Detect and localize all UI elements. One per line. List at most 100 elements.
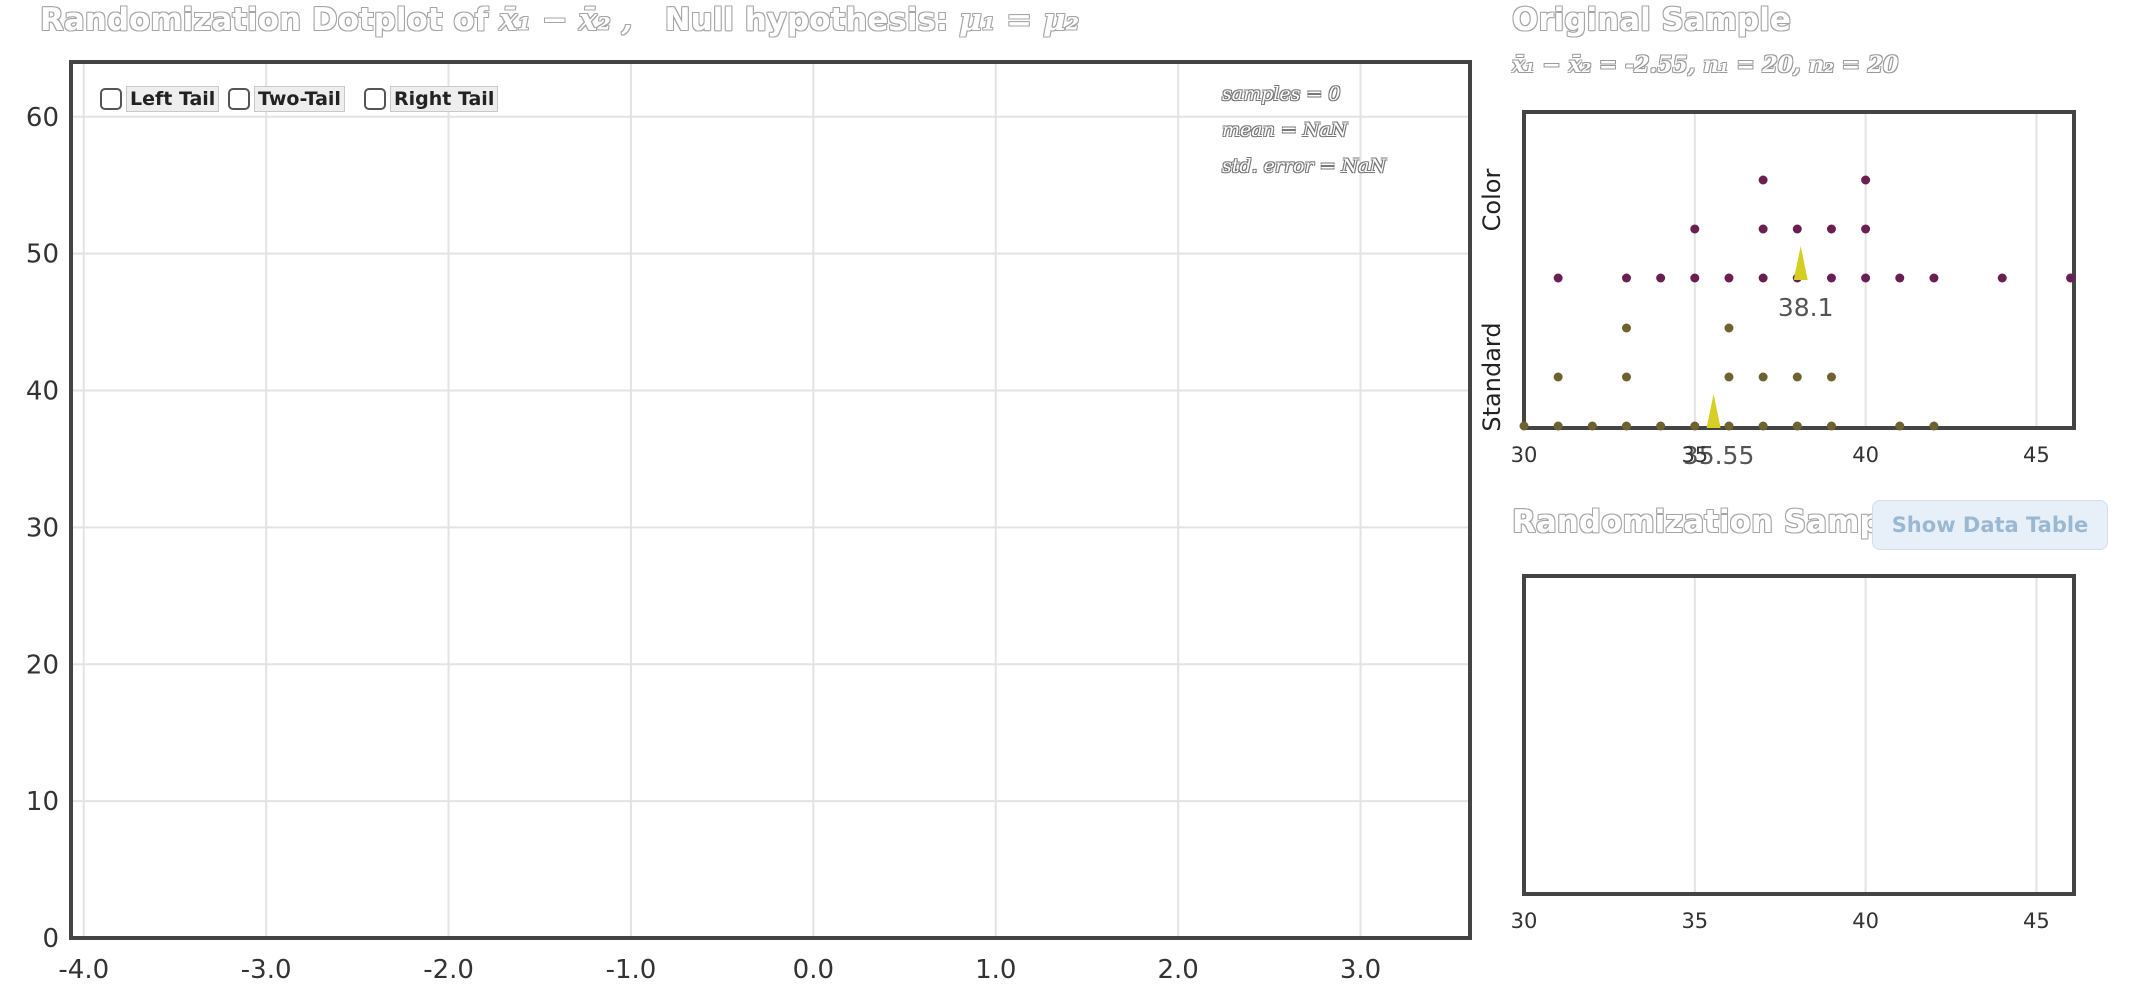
original-data-dot bbox=[1929, 421, 1939, 431]
original-grid bbox=[1523, 112, 2038, 428]
original-data-dot bbox=[1792, 421, 1802, 431]
two-tail-label[interactable]: Two-Tail bbox=[254, 86, 345, 112]
original-data-dot bbox=[2066, 273, 2076, 283]
main-x-tick-label: 0.0 bbox=[793, 955, 834, 985]
original-x-tick-label: 30 bbox=[1511, 443, 1538, 467]
main-y-tick-label: 10 bbox=[26, 787, 59, 817]
original-data-dot bbox=[1758, 421, 1768, 431]
mean-marker bbox=[1706, 394, 1721, 428]
original-data-dot bbox=[1621, 421, 1631, 431]
original-data-dot bbox=[1929, 273, 1939, 283]
group-label-standard: Standard bbox=[1478, 322, 1506, 431]
randomization-x-tick-label: 45 bbox=[2023, 909, 2050, 933]
original-mean-markers: 38.1 35.55 bbox=[1683, 246, 1834, 470]
left-tail-option[interactable]: Left Tail bbox=[100, 86, 220, 112]
stats-panel: samples = 0 mean = NaN std. error = NaN bbox=[1222, 76, 1386, 184]
original-data-dot bbox=[1895, 421, 1905, 431]
null-hypothesis-label: Null hypothesis: bbox=[664, 2, 949, 38]
original-x-tick-label: 35 bbox=[1681, 443, 1708, 467]
randomization-grid bbox=[1523, 576, 2038, 894]
original-data-dot bbox=[1895, 273, 1905, 283]
mean-label: 35.55 bbox=[1683, 441, 1755, 470]
original-data-dot bbox=[1861, 175, 1871, 185]
right-tail-option[interactable]: Right Tail bbox=[364, 86, 499, 112]
main-grid bbox=[71, 62, 1470, 938]
main-x-tick-label: -3.0 bbox=[241, 955, 292, 985]
main-title-stat: x̄₁ − x̄₂ , bbox=[499, 2, 633, 38]
main-x-tick-label: -4.0 bbox=[58, 955, 109, 985]
randomization-sample-dotplot: 30 35 40 45 bbox=[1511, 574, 2076, 933]
original-sample-dotplot: Color Standard 38.1 35.55 30 35 40 45 bbox=[1478, 110, 2076, 470]
main-y-tick-label: 40 bbox=[26, 377, 59, 407]
main-y-tick-label: 60 bbox=[26, 103, 59, 133]
original-data-dot bbox=[1792, 224, 1802, 234]
randomization-x-tick-label: 40 bbox=[1852, 909, 1879, 933]
original-data-dot bbox=[1656, 273, 1666, 283]
mean-label: 38.1 bbox=[1778, 293, 1834, 322]
original-data-dot bbox=[1621, 273, 1631, 283]
original-data-dot bbox=[1826, 421, 1836, 431]
original-sample-summary: x̄₁ − x̄₂ = -2.55, n₁ = 20, n₂ = 20 bbox=[1512, 52, 1899, 78]
original-data-dot bbox=[1724, 372, 1734, 382]
original-sample-title: Original Sample bbox=[1512, 2, 1791, 38]
randomization-dotplot: -4.0 -3.0 -2.0 -1.0 0.0 1.0 2.0 3.0 0 10 20 30 40 50 6… bbox=[26, 60, 1472, 985]
main-y-tick-label: 0 bbox=[42, 924, 59, 954]
mean-marker bbox=[1793, 246, 1808, 280]
original-data-dot bbox=[1690, 421, 1700, 431]
two-tail-option[interactable]: Two-Tail bbox=[228, 86, 345, 112]
original-data-dot bbox=[1758, 372, 1768, 382]
group-label-color: Color bbox=[1478, 169, 1506, 232]
main-y-tick-label: 30 bbox=[26, 513, 59, 543]
main-y-tick-label: 20 bbox=[26, 650, 59, 680]
main-title-prefix: Randomization Dotplot of bbox=[40, 2, 489, 38]
original-data-dot bbox=[1826, 224, 1836, 234]
main-x-tick-label: 1.0 bbox=[975, 955, 1016, 985]
original-data-dot bbox=[1724, 323, 1734, 333]
original-data-dot bbox=[1826, 273, 1836, 283]
original-data-dot bbox=[1519, 421, 1529, 431]
original-data-dot bbox=[1587, 421, 1597, 431]
original-data-dot bbox=[1553, 372, 1563, 382]
original-data-dot bbox=[1997, 273, 2007, 283]
original-data-dot bbox=[1861, 273, 1871, 283]
original-x-tick-label: 40 bbox=[1852, 443, 1879, 467]
original-data-dot bbox=[1553, 273, 1563, 283]
null-hypothesis-math: μ₁ = μ₂ bbox=[959, 2, 1080, 38]
main-y-tick-label: 50 bbox=[26, 240, 59, 270]
main-x-tick-label: 2.0 bbox=[1157, 955, 1198, 985]
right-tail-label[interactable]: Right Tail bbox=[390, 86, 499, 112]
main-plot-frame bbox=[69, 60, 1472, 940]
show-data-table-button[interactable]: Show Data Table bbox=[1872, 500, 2108, 550]
left-tail-checkbox[interactable] bbox=[100, 88, 122, 110]
randomization-axis-ticks: 30 35 40 45 bbox=[1511, 909, 2050, 933]
original-data-dot bbox=[1690, 273, 1700, 283]
mean-value: mean = NaN bbox=[1222, 119, 1348, 141]
original-data-dot bbox=[1758, 273, 1768, 283]
main-x-tick-label: 3.0 bbox=[1340, 955, 1381, 985]
left-tail-label[interactable]: Left Tail bbox=[126, 86, 220, 112]
original-data-dot bbox=[1621, 323, 1631, 333]
main-title: Randomization Dotplot of x̄₁ − x̄₂ , Nul… bbox=[40, 2, 1079, 38]
samples-count: samples = 0 bbox=[1222, 83, 1341, 105]
main-x-tick-label: -1.0 bbox=[606, 955, 657, 985]
original-data-dot bbox=[1621, 372, 1631, 382]
main-x-tick-label: -2.0 bbox=[423, 955, 474, 985]
std-error-value: std. error = NaN bbox=[1222, 155, 1387, 177]
original-data-dot bbox=[1792, 372, 1802, 382]
main-axis-ticks: -4.0 -3.0 -2.0 -1.0 0.0 1.0 2.0 3.0 0 10 20 30 40 50 6… bbox=[26, 103, 1381, 985]
original-points bbox=[1519, 175, 2076, 431]
original-data-dot bbox=[1758, 175, 1768, 185]
two-tail-checkbox[interactable] bbox=[228, 88, 250, 110]
original-data-dot bbox=[1861, 224, 1871, 234]
randomization-sample-title: Randomization Sample bbox=[1512, 504, 1914, 540]
randomization-plot-frame bbox=[1522, 574, 2076, 896]
original-axis-ticks: 30 35 40 45 bbox=[1511, 443, 2050, 467]
randomization-x-tick-label: 35 bbox=[1681, 909, 1708, 933]
original-x-tick-label: 45 bbox=[2023, 443, 2050, 467]
original-data-dot bbox=[1724, 421, 1734, 431]
randomization-x-tick-label: 30 bbox=[1511, 909, 1538, 933]
right-tail-checkbox[interactable] bbox=[364, 88, 386, 110]
original-data-dot bbox=[1724, 273, 1734, 283]
original-data-dot bbox=[1553, 421, 1563, 431]
original-data-dot bbox=[1758, 224, 1768, 234]
